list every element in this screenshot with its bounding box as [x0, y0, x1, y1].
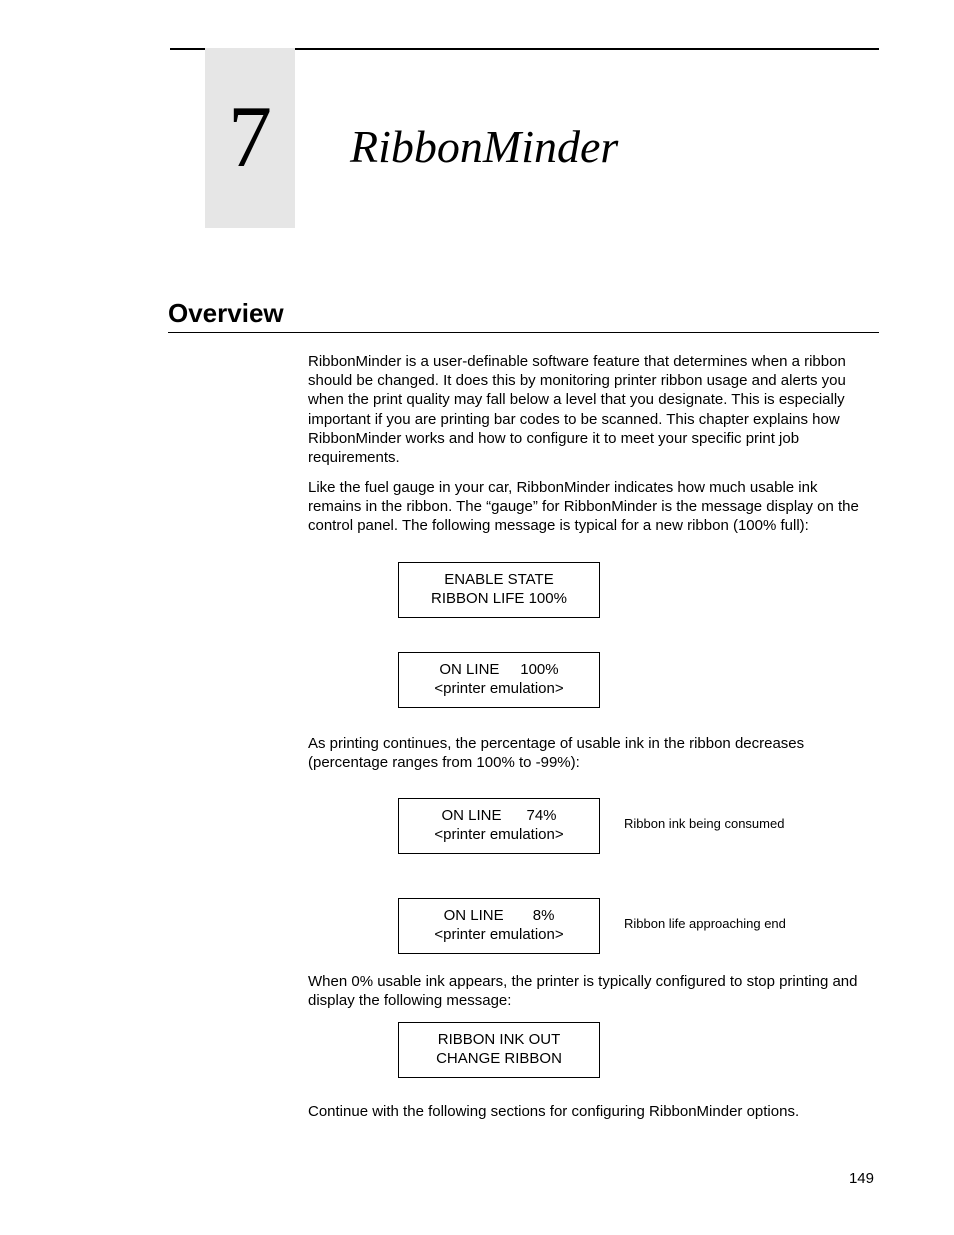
display-online-8: ON LINE 8% <printer emulation> — [398, 898, 600, 954]
paragraph-zero: When 0% usable ink appears, the printer … — [308, 972, 874, 1010]
display-line: ON LINE 8% — [444, 907, 555, 926]
display-online-74: ON LINE 74% <printer emulation> — [398, 798, 600, 854]
annotation-ending: Ribbon life approaching end — [624, 916, 786, 931]
display-line: ENABLE STATE — [399, 571, 599, 590]
display-line: RIBBON LIFE 100% — [399, 590, 599, 609]
display-online-100: ON LINE 100% <printer emulation> — [398, 652, 600, 708]
chapter-number-box: 7 — [205, 48, 295, 228]
section-rule — [168, 332, 879, 333]
display-enable-state: ENABLE STATE RIBBON LIFE 100% — [398, 562, 600, 618]
page-number: 149 — [849, 1170, 874, 1187]
section-heading: Overview — [168, 298, 284, 329]
chapter-number: 7 — [228, 89, 272, 186]
display-line: <printer emulation> — [399, 926, 599, 945]
display-line: ON LINE 74% — [441, 807, 556, 826]
display-line: CHANGE RIBBON — [399, 1050, 599, 1069]
display-ink-out: RIBBON INK OUT CHANGE RIBBON — [398, 1022, 600, 1078]
paragraph-gauge: Like the fuel gauge in your car, RibbonM… — [308, 478, 874, 536]
chapter-title: RibbonMinder — [350, 120, 618, 173]
display-line: <printer emulation> — [399, 680, 599, 699]
page: 7 RibbonMinder Overview RibbonMinder is … — [0, 0, 954, 1235]
annotation-consumed: Ribbon ink being consumed — [624, 816, 784, 831]
paragraph-continue: Continue with the following sections for… — [308, 1102, 874, 1121]
paragraph-intro: RibbonMinder is a user-definable softwar… — [308, 352, 874, 467]
display-line: ON LINE 100% — [439, 661, 558, 680]
display-line: <printer emulation> — [399, 826, 599, 845]
paragraph-decreasing: As printing continues, the percentage of… — [308, 734, 874, 772]
display-line: RIBBON INK OUT — [399, 1031, 599, 1050]
